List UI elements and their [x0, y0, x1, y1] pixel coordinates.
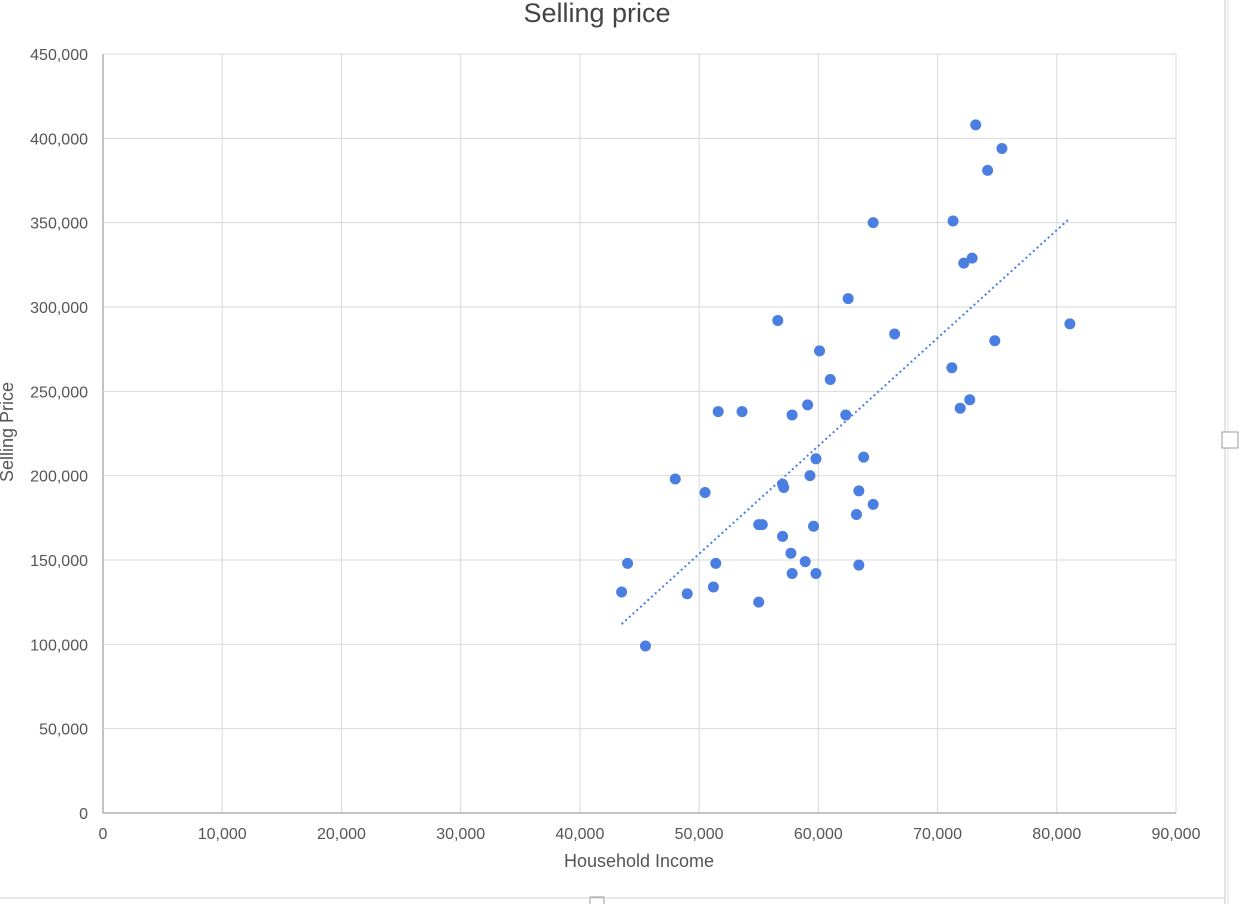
- data-point: [850, 508, 862, 520]
- x-tick-label: 40,000: [555, 826, 604, 843]
- y-tick-label: 150,000: [30, 553, 88, 570]
- data-point: [996, 142, 1008, 154]
- resize-handle-right[interactable]: [1221, 431, 1239, 449]
- y-tick-label: 100,000: [30, 637, 88, 654]
- data-point: [753, 596, 765, 608]
- data-point: [736, 406, 748, 418]
- x-tick-label: 70,000: [913, 826, 962, 843]
- data-point: [966, 252, 978, 264]
- data-point: [947, 215, 959, 227]
- data-point: [889, 328, 901, 340]
- data-point: [970, 119, 982, 131]
- y-tick-label: 300,000: [30, 300, 88, 317]
- data-point: [853, 559, 865, 571]
- data-point: [982, 164, 994, 176]
- trendline-group: [620, 218, 1070, 625]
- data-point: [840, 409, 852, 421]
- data-point: [810, 567, 822, 579]
- data-point: [842, 293, 854, 305]
- data-point: [699, 487, 711, 499]
- resize-handle-bottom[interactable]: [589, 896, 605, 904]
- data-point: [954, 402, 966, 414]
- data-point: [867, 217, 879, 229]
- chart-title: Selling price: [523, 0, 670, 28]
- data-point: [867, 498, 879, 510]
- x-tick-label: 80,000: [1032, 826, 1081, 843]
- data-point: [778, 481, 790, 493]
- data-point: [946, 362, 958, 374]
- y-tick-label: 0: [79, 806, 88, 823]
- x-tick-label: 90,000: [1152, 826, 1201, 843]
- data-point: [853, 485, 865, 497]
- data-point: [964, 394, 976, 406]
- data-point: [785, 547, 797, 559]
- data-point: [756, 519, 768, 531]
- data-point: [622, 557, 634, 569]
- x-tick-label: 20,000: [317, 826, 366, 843]
- gridlines: [102, 53, 1177, 814]
- data-point: [616, 586, 628, 598]
- data-point: [1064, 318, 1076, 330]
- data-point: [802, 399, 814, 411]
- data-points: [616, 119, 1076, 652]
- data-point: [707, 581, 719, 593]
- x-tick-label: 10,000: [198, 826, 247, 843]
- data-point: [639, 640, 651, 652]
- data-point: [681, 588, 693, 600]
- trendline: [620, 218, 1070, 625]
- data-point: [799, 556, 811, 568]
- data-point: [824, 374, 836, 386]
- data-point: [804, 470, 816, 482]
- data-point: [786, 409, 798, 421]
- y-tick-label: 50,000: [39, 722, 88, 739]
- data-point: [710, 557, 722, 569]
- y-tick-label: 350,000: [30, 216, 88, 233]
- data-point: [777, 530, 789, 542]
- data-point: [669, 473, 681, 485]
- tick-labels: 0 10,000 20,000 30,000 40,000 50,000 60,000 70,…: [30, 47, 1200, 843]
- y-tick-label: 200,000: [30, 469, 88, 486]
- data-point: [958, 257, 970, 269]
- data-point: [786, 567, 798, 579]
- data-point: [772, 314, 784, 326]
- y-tick-label: 400,000: [30, 131, 88, 148]
- data-point: [712, 406, 724, 418]
- y-tick-label: 250,000: [30, 384, 88, 401]
- y-tick-label: 450,000: [30, 47, 88, 64]
- data-point: [814, 345, 826, 357]
- data-point: [808, 520, 820, 532]
- x-tick-label: 50,000: [675, 826, 724, 843]
- data-point: [810, 453, 822, 465]
- y-axis-title: Selling Price: [0, 382, 17, 482]
- x-tick-label: 0: [99, 826, 108, 843]
- x-tick-label: 60,000: [794, 826, 843, 843]
- x-tick-label: 30,000: [436, 826, 485, 843]
- data-point: [858, 451, 870, 463]
- x-axis-title: Household Income: [564, 851, 714, 871]
- data-point: [989, 335, 1001, 347]
